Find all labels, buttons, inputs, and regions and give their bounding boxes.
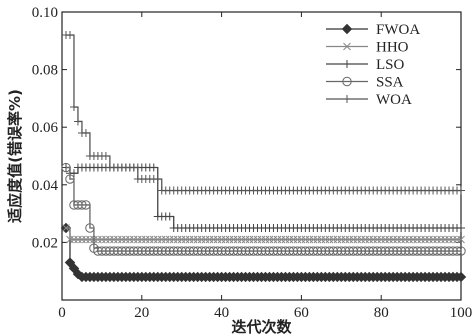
series-line <box>65 227 461 278</box>
series-layer <box>60 31 467 283</box>
data-point <box>62 224 70 232</box>
data-point <box>69 103 78 112</box>
x-axis-label: 迭代次数 <box>231 318 292 334</box>
data-point <box>457 224 465 232</box>
data-point <box>73 117 82 126</box>
data-point <box>457 186 465 195</box>
y-axis-label: 适应度值(错误率%) <box>6 89 24 223</box>
data-point <box>77 200 87 210</box>
data-point <box>68 263 80 274</box>
data-point <box>455 271 467 283</box>
data-point <box>343 42 351 51</box>
data-point <box>65 174 75 184</box>
x-tick-label: 20 <box>134 305 149 321</box>
y-tick-label: 0.04 <box>32 178 59 194</box>
data-point <box>457 235 465 244</box>
plot-frame <box>61 11 462 301</box>
data-point <box>149 163 158 172</box>
series-hho <box>62 224 465 244</box>
data-point <box>341 23 353 35</box>
x-tick-label: 80 <box>374 305 389 321</box>
x-tick-label: 60 <box>294 305 309 321</box>
data-point <box>81 128 90 137</box>
series-ssa <box>61 162 466 256</box>
data-point <box>452 246 462 256</box>
series-lso <box>61 163 465 232</box>
series-fwoa <box>60 222 467 283</box>
legend-item-woa: WOA <box>326 92 412 108</box>
data-point <box>65 31 74 40</box>
legend-label: LSO <box>376 57 405 73</box>
series-woa <box>61 31 465 195</box>
legend-label: HHO <box>376 40 409 56</box>
legend-label: SSA <box>376 75 404 91</box>
y-tick-label: 0.06 <box>32 120 59 136</box>
x-tick-label: 100 <box>450 305 473 321</box>
data-point <box>343 60 351 68</box>
data-point <box>129 163 138 172</box>
data-point <box>61 162 71 173</box>
data-point <box>85 223 95 233</box>
y-tick-label: 0.02 <box>32 235 58 251</box>
legend-label: FWOA <box>376 22 420 38</box>
data-point <box>101 152 110 160</box>
data-point <box>165 212 174 221</box>
x-tick-label: 0 <box>58 305 66 321</box>
legend-item-fwoa: FWOA <box>326 22 420 38</box>
axes: 0 20 40 60 80 100 0.02 0.04 0.06 0.08 0.10 <box>32 5 473 321</box>
data-point <box>456 246 466 256</box>
legend-item-hho: HHO <box>326 40 409 56</box>
y-tick-label: 0.08 <box>32 63 58 79</box>
data-point <box>64 257 76 268</box>
legend-item-ssa: SSA <box>326 75 404 91</box>
x-tick-label: 40 <box>214 305 229 321</box>
data-point <box>343 95 351 103</box>
legend-item-lso: LSO <box>326 57 405 73</box>
legend-label: WOA <box>376 92 412 108</box>
data-point <box>153 175 162 184</box>
data-point <box>81 200 91 210</box>
data-point <box>69 169 78 178</box>
data-point <box>342 76 352 87</box>
y-tick-label: 0.10 <box>32 5 58 21</box>
series-line <box>65 166 461 229</box>
